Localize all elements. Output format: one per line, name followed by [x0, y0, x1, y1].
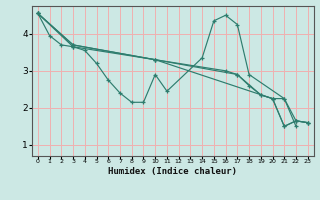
X-axis label: Humidex (Indice chaleur): Humidex (Indice chaleur) — [108, 167, 237, 176]
